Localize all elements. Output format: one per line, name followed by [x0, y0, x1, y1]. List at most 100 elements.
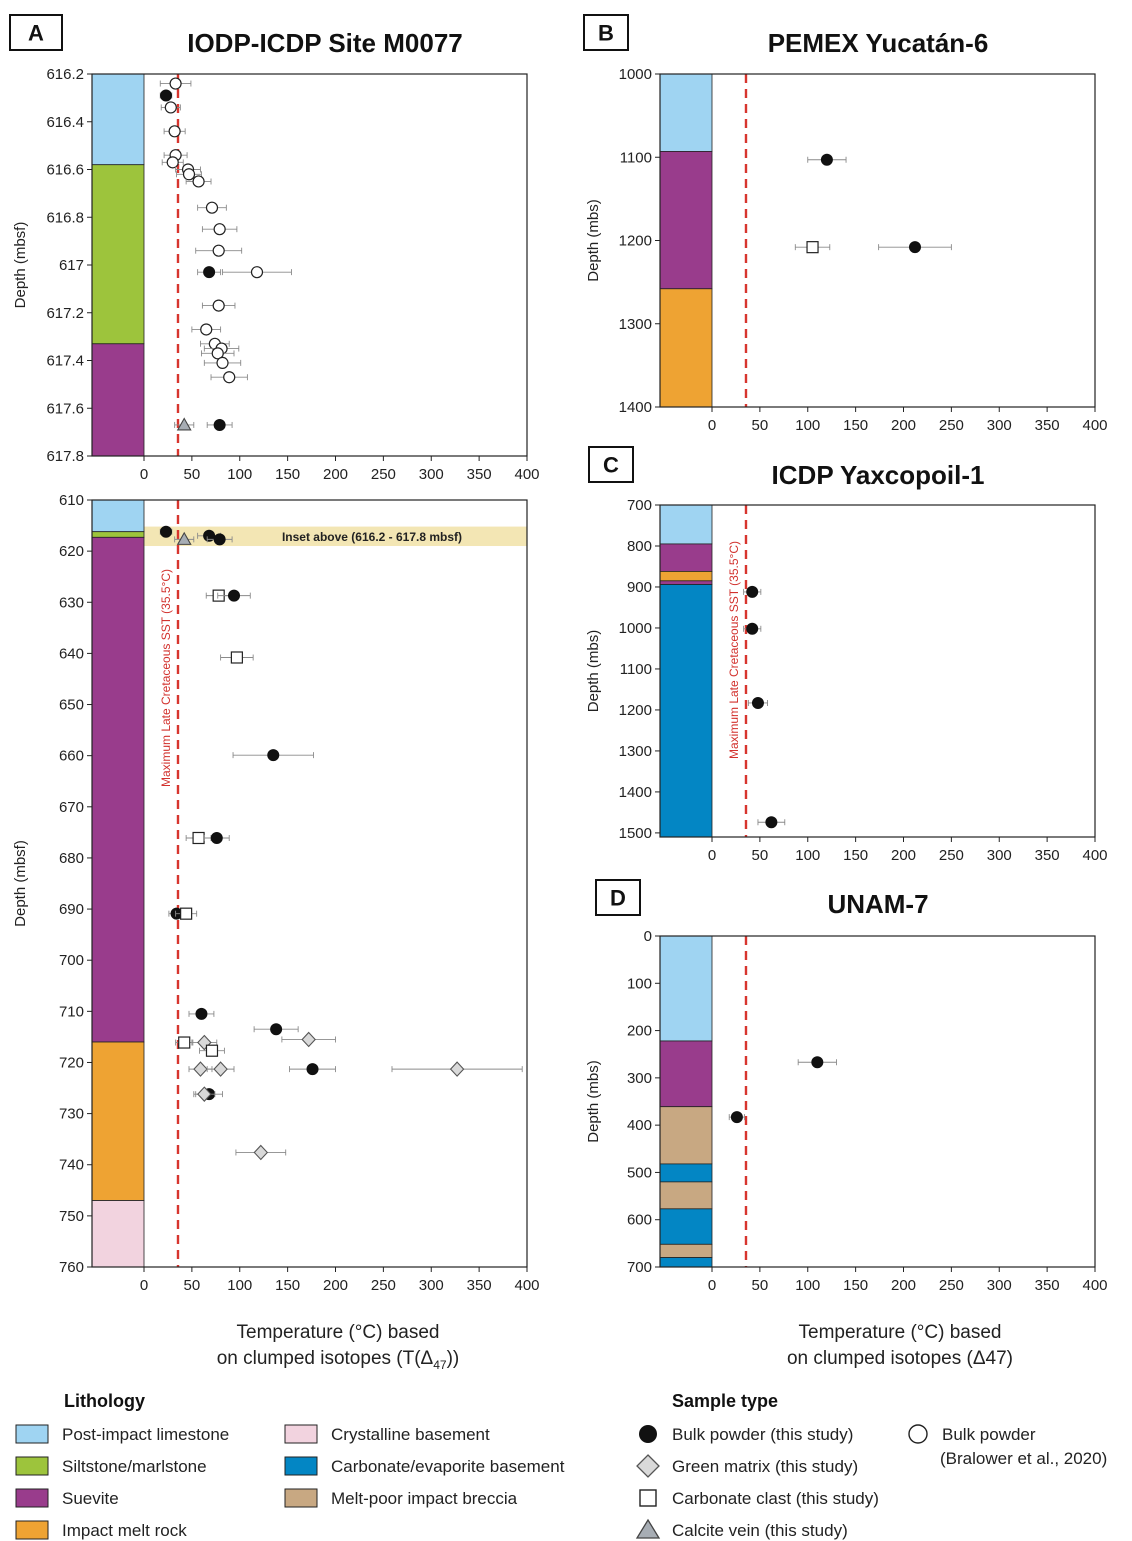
- data-point-bulk: [908, 241, 921, 254]
- data-points: [743, 585, 786, 829]
- legend-label: Impact melt rock: [62, 1521, 187, 1540]
- data-point-bulk-bralower: [213, 223, 226, 236]
- plot-area: [92, 74, 527, 456]
- y-tick-label: 616.4: [46, 114, 84, 131]
- plot-frame: [91, 499, 528, 1268]
- lithology-post-impact-limestone: [91, 73, 145, 166]
- x-tick-label: 0: [708, 847, 716, 864]
- data-point-bulk-bralower: [166, 156, 179, 169]
- legend-label: Suevite: [62, 1489, 119, 1508]
- panel-b: B PEMEX Yucatán-6 1000 1100 1200 1300 1400 0 50 1…: [583, 14, 1108, 434]
- legend-label: Siltstone/marlstone: [62, 1457, 207, 1476]
- lithology-carbonate-basement: [659, 1163, 713, 1183]
- lithology-post-impact-limestone: [659, 504, 713, 545]
- data-point-bulk: [213, 418, 226, 431]
- y-tick-label: 100: [627, 975, 652, 992]
- y-tick-label: 660: [59, 748, 84, 765]
- legend-swatch-suevite: [15, 1488, 49, 1508]
- data-point-bulk-bralower: [223, 371, 236, 384]
- data-point-bulk: [306, 1063, 319, 1076]
- x-tick-label: 400: [514, 1277, 539, 1294]
- y-tick-label: 617.2: [46, 305, 84, 322]
- y-tick-label: 600: [627, 1212, 652, 1229]
- x-tick-label: 300: [987, 847, 1012, 864]
- y-tick-label: 1000: [619, 66, 652, 83]
- lithology-suevite: [659, 1040, 713, 1108]
- plot-area: [660, 74, 1095, 407]
- y-tick-label: 1200: [619, 233, 652, 250]
- lithology-suevite: [91, 343, 145, 457]
- y-tick-label: 1100: [620, 661, 652, 678]
- data-point-bulk: [195, 1007, 208, 1020]
- y-tick-label: 670: [59, 799, 84, 816]
- y-tick-label: 710: [59, 1003, 84, 1020]
- x-tick-label: 50: [752, 847, 769, 864]
- data-point-bulk: [228, 589, 241, 602]
- data-point-bulk: [160, 525, 173, 538]
- y-tick-label: 617: [59, 257, 84, 274]
- data-point-bulk: [820, 153, 833, 166]
- legend-matrix-icon: [636, 1454, 660, 1478]
- data-point-bulk-bralower: [205, 201, 219, 214]
- panel-letter-box: [583, 14, 629, 51]
- legend-bulk-icon: [639, 1425, 657, 1443]
- lithology-post-impact-limestone: [91, 499, 145, 533]
- y-tick-label: 690: [59, 901, 84, 918]
- lithology-suevite: [91, 536, 145, 1043]
- plot-frame: [659, 504, 1096, 838]
- x-tick-label: 150: [843, 1277, 868, 1294]
- x-tick-label: 300: [419, 1277, 444, 1294]
- y-tick-label: 1400: [619, 399, 652, 416]
- x-tick-label: 400: [1082, 417, 1107, 434]
- x-tick-label: 150: [275, 1277, 300, 1294]
- y-tick-label: 640: [59, 645, 84, 662]
- x-axis-label-a-line2: on clumped isotopes (T(Δ47)): [217, 1348, 460, 1372]
- y-tick-label: 616.6: [46, 162, 84, 179]
- y-tick-label: 0: [644, 928, 652, 945]
- y-tick-label: 700: [627, 1259, 652, 1276]
- data-point-bulk: [730, 1111, 743, 1124]
- inset-band-label: Inset above (616.2 - 617.8 mbsf): [282, 530, 462, 544]
- y-tick-label: 616.8: [46, 209, 84, 226]
- data-point-vein: [176, 531, 192, 545]
- legend-label: Carbonate/evaporite basement: [331, 1457, 565, 1476]
- data-point-clast: [178, 1036, 191, 1049]
- x-axis-label-d-line1: Temperature (°C) based: [799, 1322, 1002, 1343]
- x-tick-label: 100: [795, 417, 820, 434]
- panel-letter: A: [28, 21, 44, 46]
- x-tick-label: 250: [371, 466, 396, 483]
- legend-lithology-title: Lithology: [64, 1391, 145, 1411]
- data-point-bulk-bralower: [250, 266, 264, 279]
- x-tick-label: 50: [184, 466, 201, 483]
- x-tick-label: 200: [891, 847, 916, 864]
- x-tick-label: 50: [184, 1277, 201, 1294]
- x-tick-label: 400: [1082, 1277, 1107, 1294]
- legend-lithology: Lithology Post-impact limestone Siltstone/…: [15, 1391, 565, 1540]
- data-point-bulk: [270, 1023, 283, 1036]
- panel-a-bottom: Inset above (616.2 - 617.8 mbsf) Maximum …: [12, 492, 540, 1294]
- panel-title: UNAM-7: [827, 889, 928, 919]
- data-points: [728, 1056, 837, 1124]
- x-tick-label: 350: [467, 1277, 492, 1294]
- lithology-crystalline: [91, 1200, 145, 1268]
- x-tick-label: 400: [1082, 847, 1107, 864]
- legend-label: Bulk powder (this study): [672, 1425, 853, 1444]
- data-point-bulk: [765, 816, 778, 829]
- sst-label: Maximum Late Cretaceous SST (35.5°C): [159, 569, 173, 787]
- legend-swatch-crystalline: [284, 1424, 318, 1444]
- legend-label: Melt-poor impact breccia: [331, 1489, 518, 1508]
- data-point-bulk: [267, 749, 280, 762]
- y-axis-label: Depth (mbs): [585, 199, 602, 282]
- plot-area: [92, 500, 527, 1267]
- data-point-clast: [192, 831, 205, 845]
- data-point-bulk-bralower: [212, 244, 225, 257]
- data-point-matrix: [301, 1031, 316, 1048]
- lithology-impact-melt: [91, 1041, 145, 1201]
- x-axis-label-d-line2: on clumped isotopes (Δ47): [787, 1348, 1013, 1369]
- plot-area: [660, 936, 1095, 1267]
- legend-label-2: (Bralower et al., 2020): [940, 1449, 1107, 1468]
- legend-label: Bulk powder: [942, 1425, 1036, 1444]
- legend-bulk-bralower-icon: [908, 1424, 928, 1444]
- lithology-melt-poor: [659, 1243, 713, 1258]
- data-point-clast: [205, 1044, 219, 1057]
